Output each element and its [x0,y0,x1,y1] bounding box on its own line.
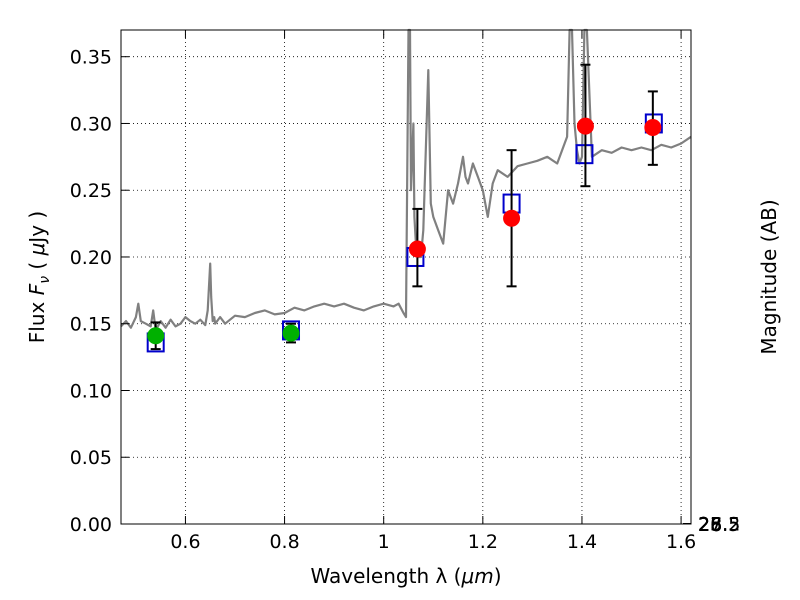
mag-tick-label: 28 [698,514,722,536]
mag-tick-label: 26 [698,514,722,536]
x-tick-label: 1.6 [666,531,696,553]
mag-tick-label: 25.2 [698,514,740,536]
y-tick-label: 0.05 [70,447,112,469]
red-data-point [408,240,426,258]
x-axis-label-unit: μm [460,564,493,588]
y2-axis-label: Magnitude (AB) [757,199,781,354]
x-tick-label: 0.8 [269,531,299,553]
y-tick-label: 0.10 [70,380,112,402]
y-tick-label: 0.25 [70,180,112,202]
x-axis-label: Wavelength λ (μm) [310,564,501,588]
x-axis-label-prefix: Wavelength λ ( [310,564,461,588]
x-tick-label: 1.2 [468,531,498,553]
mag-tick-label: 25 [698,514,722,536]
y-tick-label: 0.00 [70,514,112,536]
green-data-point [147,327,165,345]
mag-tick-label: 26.5 [698,514,740,536]
red-data-point [644,118,662,136]
y-axis-label-sub: ν [37,276,53,284]
y-tick-label: 0.35 [70,47,112,69]
red-data-point [503,209,521,227]
x-tick-label: 0.6 [170,531,200,553]
green-data-point [282,324,300,342]
y-axis-label-unit-close: Jy ) [25,211,49,245]
mag-tick-label: 25.5 [698,514,740,536]
points-layer [146,63,663,353]
y-axis-label-unit-open: ( [25,255,49,276]
x-tick-label: 1 [378,531,390,553]
ticks: 0.6 0.8 1 1.2 1.4 1.6 0.00 0.05 0.10 0.15 0.20 0.25… [70,30,740,553]
mag-tick-label: 27 [698,514,722,536]
y-axis-label-unit-mu: μ [25,243,49,257]
y-axis-label-text: Flux [25,295,49,343]
y-tick-label: 0.15 [70,314,112,336]
y-tick-label: 0.30 [70,113,112,135]
x-tick-label: 1.4 [567,531,597,553]
plot-frame [120,29,692,525]
y-axis-label: Flux Fν ( μJy ) [25,211,53,343]
red-data-point [576,117,594,135]
x-axis-label-suffix: ) [494,564,502,588]
y-tick-label: 0.20 [70,247,112,269]
y-axis-label-symbol: F [25,283,49,295]
